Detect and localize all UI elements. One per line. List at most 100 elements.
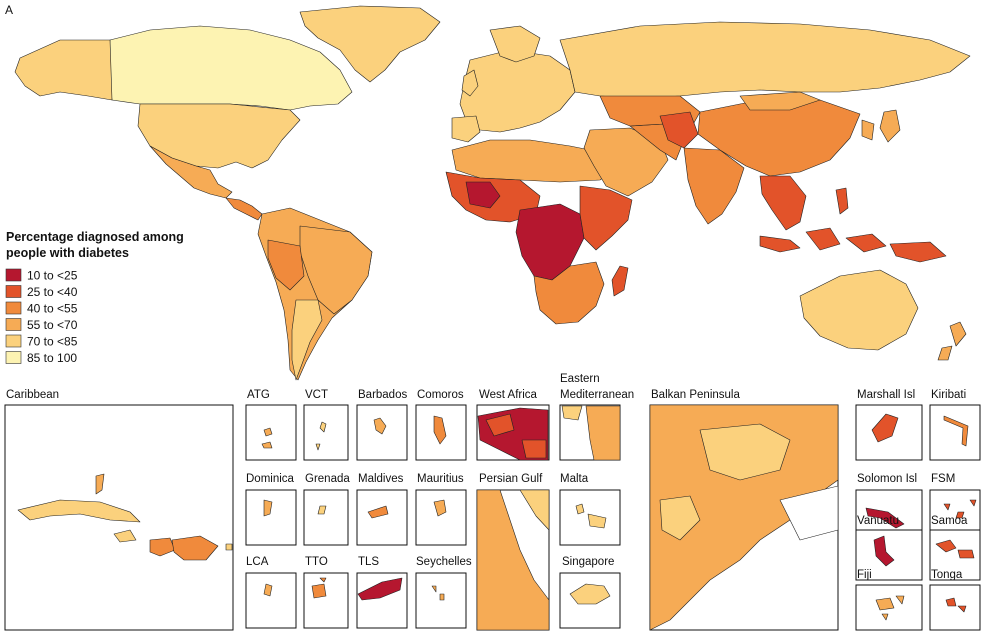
inset-label-comoros: Comoros [417, 389, 464, 401]
legend-label: 55 to <70 [27, 318, 78, 332]
inset-label-solomon: Solomon Isl [857, 473, 917, 485]
panel-letter: A [5, 3, 13, 17]
scandinavia [489, 25, 541, 63]
indonesia [759, 227, 947, 263]
caribbean-islands [17, 473, 233, 561]
inset-label-persian-gulf: Persian Gulf [479, 473, 543, 485]
uk [461, 69, 479, 97]
grenada-island [317, 505, 327, 515]
seychelles-islands [431, 585, 445, 601]
madagascar [611, 265, 629, 297]
inset-label-fiji: Fiji [857, 569, 872, 581]
inset-label-barbados: Barbados [358, 389, 407, 401]
tls-island [357, 577, 403, 601]
new-zealand [937, 321, 967, 361]
korea-japan [861, 109, 901, 143]
inset-label-kiribati: Kiribati [931, 389, 966, 401]
legend-swatch [5, 268, 22, 282]
atg-islands [261, 427, 273, 449]
russia [559, 21, 971, 99]
greenland [299, 5, 441, 83]
balkan-land-2 [659, 423, 791, 541]
inset-tto [303, 572, 349, 629]
balkan-land [649, 404, 839, 631]
east-africa [579, 185, 633, 251]
insets: Caribbean ATG VCT Barbados Comoros West … [4, 373, 981, 631]
inset-label-maldives: Maldives [358, 473, 404, 485]
philippines [835, 187, 849, 215]
inset-lca [245, 572, 297, 629]
india [683, 147, 745, 225]
alaska [14, 39, 113, 101]
tonga-islands [945, 597, 967, 613]
inset-label-dominica: Dominica [246, 473, 295, 485]
inset-label-eastern-med-1: Eastern [560, 373, 600, 385]
inset-label-balkan: Balkan Peninsula [651, 389, 740, 401]
inset-kiribati [929, 404, 981, 461]
maldives-islands [367, 505, 389, 519]
inset-label-grenada: Grenada [305, 473, 350, 485]
fiji-islands [875, 595, 905, 621]
west-africa-dark [465, 181, 501, 209]
vct-islands [315, 421, 327, 451]
inset-label-eastern-med-2: Mediterranean [560, 389, 634, 401]
inset-mauritius [415, 489, 467, 546]
inset-label-lca: LCA [246, 556, 269, 568]
mauritius-island [433, 499, 447, 517]
southeast-asia [759, 175, 807, 231]
inset-label-atg: ATG [247, 389, 270, 401]
inset-label-samoa: Samoa [931, 515, 968, 527]
southern-africa [533, 261, 605, 325]
west-africa-inset-land-2 [485, 413, 547, 459]
legend-swatch [5, 285, 22, 298]
tto-islands [311, 577, 327, 599]
barbados-island [373, 417, 387, 435]
inset-atg [245, 404, 297, 461]
legend-swatch [5, 301, 22, 315]
vanuatu-islands [873, 535, 895, 567]
inset-label-malta: Malta [560, 473, 589, 485]
inset-label-seychelles: Seychelles [416, 556, 472, 568]
central-america [225, 197, 263, 221]
world-landmasses [14, 5, 971, 381]
legend-swatch [5, 334, 22, 348]
mongolia [739, 91, 821, 111]
legend-label: 10 to <25 [27, 269, 78, 283]
legend-title-line1: Percentage diagnosed among [6, 230, 184, 244]
comoros-islands [433, 415, 447, 445]
singapore-island [569, 583, 611, 605]
black-sea [779, 485, 839, 541]
inset-label-tls: TLS [358, 556, 379, 568]
afghanistan-pakistan [659, 111, 699, 149]
eastern-med-land-2 [561, 405, 583, 421]
mexico [149, 145, 233, 199]
canada [107, 25, 353, 111]
inset-label-marshall: Marshall Isl [857, 389, 915, 401]
legend: Percentage diagnosed among people with d… [5, 230, 184, 365]
inset-label-mauritius: Mauritius [417, 473, 464, 485]
argentina [291, 299, 323, 381]
inset-label-vct: VCT [305, 389, 328, 401]
inset-label-tto: TTO [305, 556, 328, 568]
australia [799, 269, 919, 351]
inset-marshall [855, 404, 923, 461]
samoa-islands [935, 539, 975, 559]
inset-vct [303, 404, 349, 461]
lca-island [263, 583, 273, 597]
inset-label-singapore: Singapore [562, 556, 614, 568]
legend-label: 70 to <85 [27, 335, 78, 349]
inset-tonga [929, 584, 981, 631]
kiribati-islands [943, 415, 969, 447]
inset-label-fsm: FSM [931, 473, 955, 485]
inset-label-tonga: Tonga [931, 569, 963, 581]
inset-seychelles [415, 572, 467, 629]
legend-label: 40 to <55 [27, 302, 78, 316]
inset-grenada [303, 489, 349, 546]
eastern-med-land [585, 405, 621, 461]
inset-label-vanuatu: Vanuatu [857, 515, 899, 527]
dominica-island [263, 499, 273, 517]
legend-title-line2: people with diabetes [6, 246, 129, 260]
legend-label: 25 to <40 [27, 285, 78, 299]
iberia [451, 115, 481, 143]
